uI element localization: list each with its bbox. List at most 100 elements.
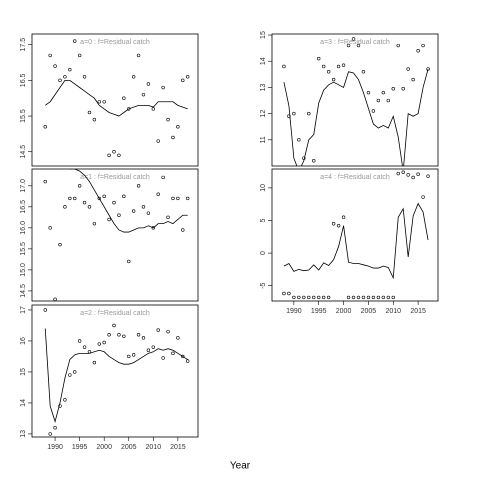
point <box>82 200 87 205</box>
point <box>176 336 180 340</box>
point <box>58 404 62 408</box>
panel-label: a=4 : f=Residual catch <box>320 174 390 181</box>
point <box>302 295 306 300</box>
point <box>181 228 185 232</box>
point <box>321 64 326 69</box>
point <box>351 295 356 300</box>
point <box>185 75 190 79</box>
point <box>131 353 136 357</box>
point <box>297 295 301 300</box>
point <box>331 222 336 226</box>
point <box>48 53 52 58</box>
point <box>401 170 405 174</box>
point <box>336 224 341 228</box>
y-tick-label: 14.5 <box>20 145 27 159</box>
point <box>317 295 321 300</box>
point <box>406 67 410 71</box>
point <box>107 333 111 337</box>
point <box>131 75 136 79</box>
point <box>112 323 116 328</box>
point <box>312 295 316 300</box>
y-tick-label: 15.0 <box>20 263 27 277</box>
point <box>141 336 146 340</box>
point <box>376 295 381 300</box>
x-tick-label: 2005 <box>361 308 377 315</box>
point <box>68 373 72 377</box>
panel-frame <box>31 168 199 302</box>
point <box>141 205 146 209</box>
point <box>176 196 180 201</box>
point <box>117 153 121 157</box>
fit-line <box>69 169 188 233</box>
plot-area <box>43 308 190 436</box>
point <box>117 213 121 217</box>
point <box>282 64 286 69</box>
fit-line <box>283 68 429 166</box>
plot-area <box>43 169 190 301</box>
plot-area <box>282 37 430 166</box>
x-tick-label: 1995 <box>72 444 88 451</box>
point <box>371 295 376 300</box>
point <box>117 333 121 337</box>
fit-line <box>283 202 429 280</box>
point <box>302 156 306 160</box>
panel-label: a=2 : f=Residual catch <box>80 310 150 317</box>
point <box>156 139 160 143</box>
point <box>127 107 131 111</box>
point <box>92 117 97 122</box>
point <box>426 174 430 178</box>
point <box>366 90 371 95</box>
point <box>336 64 341 69</box>
point <box>292 111 296 116</box>
point <box>58 242 62 247</box>
point <box>131 209 136 213</box>
point <box>341 215 346 219</box>
point <box>401 87 405 91</box>
point <box>366 295 371 300</box>
point <box>356 295 361 300</box>
point <box>68 196 72 201</box>
point <box>68 67 72 72</box>
point <box>87 110 92 115</box>
point <box>292 295 296 300</box>
point <box>346 43 351 48</box>
point <box>166 117 170 122</box>
point <box>391 87 395 91</box>
y-tick-label: 16.5 <box>20 200 27 214</box>
point <box>122 194 126 199</box>
point <box>107 153 111 157</box>
point <box>282 291 286 296</box>
panel-label: a=3 : f=Residual catch <box>320 39 390 46</box>
point <box>312 159 316 163</box>
y-tick-label: 14.5 <box>20 284 27 298</box>
point <box>181 354 185 359</box>
point <box>151 345 156 349</box>
point <box>107 217 111 222</box>
fit-line <box>44 328 188 423</box>
point <box>185 359 190 363</box>
point <box>356 43 361 48</box>
point <box>307 111 311 116</box>
point <box>176 125 180 129</box>
x-tick-label: 1990 <box>47 444 63 451</box>
point <box>171 196 175 201</box>
point <box>396 43 400 48</box>
panel-frame <box>271 168 439 302</box>
x-tick-label: 2000 <box>336 308 352 315</box>
point <box>161 175 165 180</box>
point <box>351 37 356 41</box>
point <box>416 49 420 53</box>
point <box>171 135 175 140</box>
point <box>321 295 326 300</box>
point <box>287 114 291 118</box>
x-tick-label: 1990 <box>286 308 302 315</box>
point <box>386 295 390 300</box>
point <box>102 340 106 345</box>
point <box>386 98 390 103</box>
point <box>141 92 146 97</box>
y-tick-label: 13 <box>260 83 267 91</box>
plot-area <box>43 39 190 157</box>
point <box>73 196 77 201</box>
point <box>166 329 170 334</box>
